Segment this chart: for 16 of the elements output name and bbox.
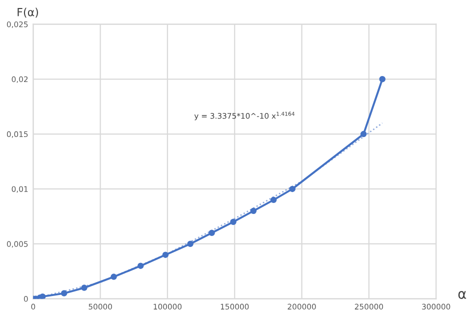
x-axis-title: α — [458, 291, 466, 299]
point — [289, 186, 296, 192]
point — [110, 274, 117, 280]
y-axis-title: F(α) — [18, 8, 38, 18]
point — [162, 252, 169, 258]
point — [379, 76, 386, 82]
point — [360, 130, 367, 138]
point — [81, 284, 88, 291]
point — [39, 293, 46, 299]
point — [270, 196, 277, 204]
point — [137, 262, 144, 269]
point — [230, 218, 236, 226]
point — [187, 240, 194, 247]
point — [208, 230, 215, 236]
point — [250, 208, 257, 214]
point — [60, 290, 68, 296]
